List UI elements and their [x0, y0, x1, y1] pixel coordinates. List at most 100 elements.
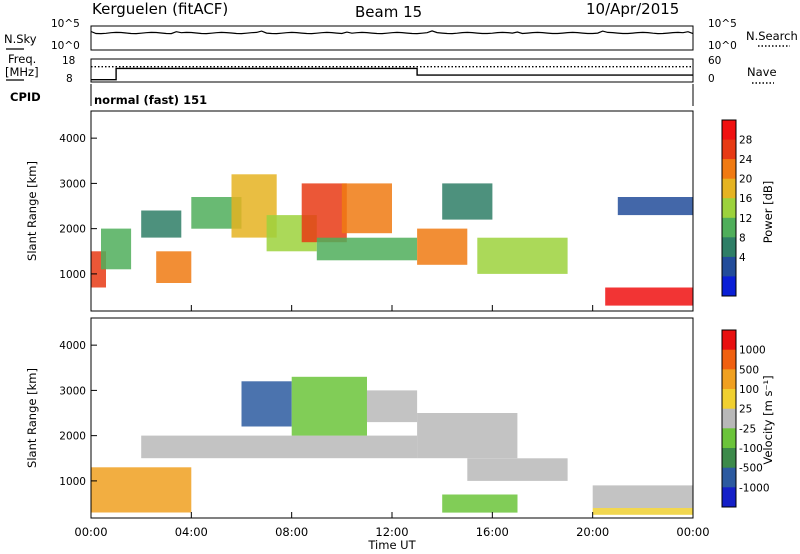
velocity-colorbar-swatch [722, 389, 736, 410]
velocity-cb-tick-label: 25 [739, 404, 752, 416]
power-colorbar-swatch [722, 198, 736, 219]
velocity-cb-tick-label: -100 [739, 443, 763, 455]
power-colorbar-ticks: 4 8 12 16 20 24 28 [739, 135, 753, 264]
velocity-echo-region [241, 381, 292, 427]
velocity-colorbar-swatch [722, 330, 736, 351]
velocity-cb-tick-label: 500 [739, 364, 759, 376]
power-echo-region [316, 237, 418, 261]
noise-right-label: N.Search [746, 29, 798, 43]
station-title: Kerguelen (fitACF) [92, 0, 228, 18]
power-colorbar-swatch [722, 276, 736, 297]
power-echo-region [417, 228, 468, 265]
time-axis-label: Time UT [367, 538, 416, 552]
velocity-colorbar-swatch [722, 428, 736, 449]
cpid-label: CPID [10, 90, 41, 104]
power-echo-region [477, 237, 568, 274]
power-colorbar-frame [721, 119, 737, 297]
time-tick-label: 00:00 [74, 525, 107, 539]
velocity-echo-region [91, 467, 192, 513]
velocity-colorbar-swatch [722, 369, 736, 390]
velocity-ylabel: Slant Range [km] [25, 368, 39, 468]
nave-label: Nave [747, 65, 777, 79]
time-tick-label: 20:00 [576, 525, 609, 539]
power-cb-tick-label: 24 [739, 154, 753, 166]
cpid-text: normal (fast) 151 [94, 93, 207, 107]
power-colorbar-label: Power [dB] [761, 181, 775, 244]
velocity-heatmap-cells [91, 376, 693, 515]
velocity-colorbar-swatch [722, 448, 736, 469]
power-echo-region [101, 228, 132, 270]
beam-title: Beam 15 [355, 3, 422, 21]
power-ytick-label: 4000 [59, 133, 86, 145]
power-cb-tick-label: 16 [739, 193, 753, 205]
freq-panel: Freq. [MHz] 18 8 60 0 Nave [5, 52, 777, 85]
power-ytick-label: 1000 [59, 269, 86, 281]
power-echo-region [617, 197, 694, 216]
power-colorbar-swatch [722, 256, 736, 277]
freq-tick-bottom: 8 [66, 73, 73, 85]
power-echo-region [442, 183, 493, 220]
noise-left-label: N.Sky [4, 32, 37, 46]
power-colorbar-swatch [722, 237, 736, 258]
noise-panel: N.Sky 10^5 10^0 10^5 10^0 N.Search [4, 18, 798, 52]
time-axis-ticks: 00:00 04:00 08:00 12:00 16:00 20:00 00:0… [74, 305, 710, 539]
velocity-ytick-label: 3000 [59, 385, 86, 397]
velocity-echo-region [592, 508, 693, 515]
velocity-echo-region [291, 376, 367, 436]
power-echo-region [156, 251, 192, 283]
velocity-panel: 1000 2000 3000 4000 Slant Range [km] 100… [25, 317, 775, 519]
velocity-colorbar [721, 329, 737, 508]
power-ytick-label: 2000 [59, 224, 86, 236]
time-tick-label: 08:00 [275, 525, 308, 539]
velocity-echo-region [366, 390, 418, 423]
velocity-echo-region [442, 494, 518, 513]
velocity-colorbar-ticks: 1000 500 100 25 -25 -100 -500 -1000 [739, 345, 770, 495]
time-tick-label: 04:00 [175, 525, 208, 539]
velocity-colorbar-label: Velocity [m s⁻¹] [761, 375, 775, 464]
noise-left-tick-bottom: 10^0 [51, 40, 80, 52]
velocity-cb-tick-label: -500 [739, 463, 763, 475]
nave-tick-bottom: 0 [708, 73, 715, 85]
velocity-colorbar-swatch [722, 467, 736, 488]
velocity-colorbar-frame [721, 329, 737, 508]
power-ytick-label: 3000 [59, 178, 86, 190]
freq-label-1: Freq. [8, 52, 36, 66]
velocity-ytick-label: 2000 [59, 431, 86, 443]
power-echo-region [141, 210, 182, 238]
power-cb-tick-label: 28 [739, 135, 752, 147]
power-cb-tick-label: 4 [739, 252, 746, 264]
velocity-y-ticks: 1000 2000 3000 4000 [59, 340, 97, 488]
freq-label-2: [MHz] [5, 65, 39, 79]
velocity-ytick-label: 4000 [59, 340, 86, 352]
power-colorbar-swatch [722, 120, 736, 141]
velocity-echo-region [592, 485, 693, 508]
velocity-cb-tick-label: -1000 [739, 482, 770, 494]
velocity-cb-tick-label: 1000 [739, 345, 766, 357]
power-colorbar-swatch [722, 178, 736, 199]
noise-left-tick-top: 10^5 [51, 18, 80, 30]
noise-sky-line [90, 30, 694, 35]
noise-right-tick-bottom: 10^0 [708, 40, 737, 52]
freq-frame [90, 58, 694, 83]
power-cb-tick-label: 12 [739, 213, 752, 225]
power-colorbar-swatch [722, 159, 736, 180]
power-colorbar [721, 119, 737, 297]
power-cb-tick-label: 20 [739, 174, 752, 186]
velocity-echo-region [417, 413, 518, 459]
time-tick-label: 00:00 [676, 525, 709, 539]
noise-frame [90, 25, 694, 51]
power-echo-region [605, 287, 693, 306]
power-panel: 1000 2000 3000 4000 Slant Range [km] 4 8… [25, 110, 775, 312]
velocity-colorbar-swatch [722, 408, 736, 429]
velocity-echo-region [141, 435, 418, 459]
velocity-cb-tick-label: -25 [739, 423, 756, 435]
nave-tick-top: 60 [708, 55, 721, 67]
velocity-echo-region [467, 458, 568, 481]
noise-right-tick-top: 10^5 [708, 18, 737, 30]
power-heatmap-cells [91, 174, 694, 306]
date-title: 10/Apr/2015 [586, 0, 679, 18]
power-echo-region [341, 183, 392, 234]
power-ylabel: Slant Range [km] [25, 161, 39, 261]
power-colorbar-swatch [722, 217, 736, 238]
